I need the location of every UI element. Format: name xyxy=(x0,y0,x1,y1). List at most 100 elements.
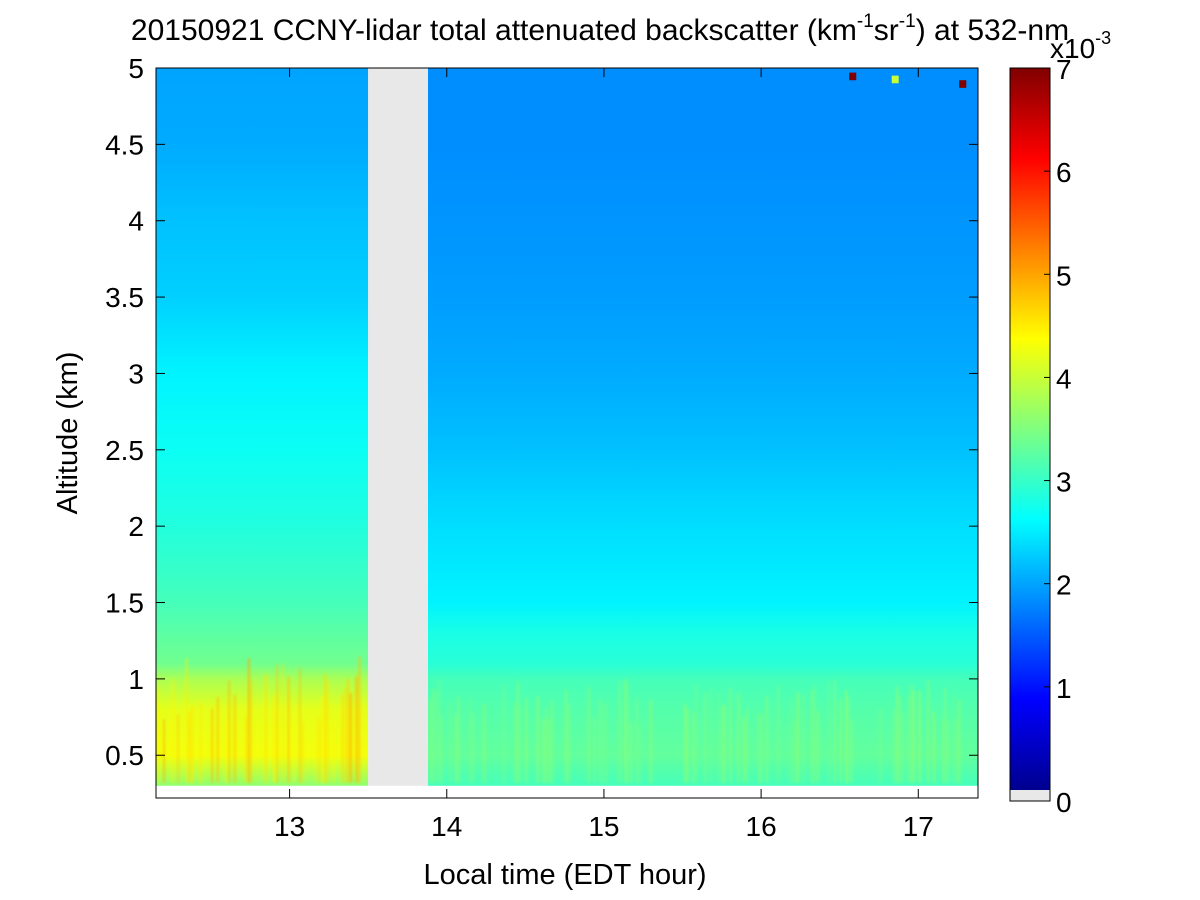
aerosol-streak xyxy=(947,720,950,783)
x-tick-label: 17 xyxy=(903,811,934,842)
colorbar-exponent-label: x10-3 xyxy=(1050,28,1111,64)
aerosol-streak xyxy=(483,703,486,783)
aerosol-streak xyxy=(955,719,958,783)
aerosol-streak xyxy=(298,667,301,783)
aerosol-streak xyxy=(692,712,695,783)
aerosol-streak xyxy=(791,696,794,783)
aerosol-streak xyxy=(281,663,284,783)
aerosol-streak xyxy=(233,694,236,783)
y-tick-label: 1.5 xyxy=(105,588,144,619)
aerosol-streak xyxy=(814,683,817,783)
colorbar-frame xyxy=(1009,67,1051,802)
aerosol-streak xyxy=(550,700,553,783)
aerosol-streak xyxy=(944,687,947,783)
aerosol-streak xyxy=(941,718,944,783)
aerosol-streak xyxy=(264,674,267,783)
aerosol-streak xyxy=(760,713,763,783)
aerosol-streak xyxy=(514,702,517,783)
x-axis-ticks: 13 14 15 16 17 xyxy=(274,68,934,842)
aerosol-streak xyxy=(811,689,814,783)
y-axis-ticks: 0.5 1 1.5 2 2.5 3 3.5 4 4.5 5 xyxy=(105,53,978,771)
heatmap-segment-after-gap xyxy=(427,68,978,786)
aerosol-streak xyxy=(177,713,180,783)
x-axis-title: Local time (EDT hour) xyxy=(423,859,706,891)
aerosol-streak xyxy=(833,679,836,783)
aerosol-streak xyxy=(454,714,457,783)
aerosol-streak xyxy=(327,680,330,783)
aerosol-streak xyxy=(845,690,848,783)
y-tick-label: 2.5 xyxy=(105,435,144,466)
x-tick-label: 16 xyxy=(746,811,777,842)
aerosol-streak xyxy=(630,721,633,783)
aerosol-streak xyxy=(163,719,166,783)
high-backscatter-features xyxy=(849,72,967,88)
aerosol-streak xyxy=(449,701,452,783)
aerosol-streak xyxy=(358,656,361,783)
colorbar-tick-label: 5 xyxy=(1056,260,1072,291)
x-tick-label: 14 xyxy=(431,811,462,842)
title-text: 20150921 CCNY-lidar total attenuated bac… xyxy=(130,14,857,47)
high-backscatter-feature xyxy=(959,80,967,88)
aerosol-streak xyxy=(429,699,432,783)
aerosol-streak xyxy=(545,709,548,783)
y-tick-label: 4 xyxy=(128,206,144,237)
aerosol-streak xyxy=(686,708,689,783)
aerosol-streak xyxy=(709,690,712,783)
aerosol-streak xyxy=(695,685,698,783)
aerosol-streak xyxy=(321,696,324,783)
aerosol-streak xyxy=(287,676,290,783)
aerosol-streak xyxy=(315,715,318,783)
y-axis-title: Altitude (km) xyxy=(52,352,84,515)
aerosol-streak xyxy=(525,697,528,783)
colorbar-exponent-base: x10 xyxy=(1050,33,1095,64)
aerosol-streak xyxy=(301,721,304,783)
aerosol-streak xyxy=(703,692,706,783)
aerosol-streak xyxy=(839,699,842,783)
aerosol-streak xyxy=(794,720,797,783)
aerosol-streak xyxy=(318,718,321,783)
aerosol-streak xyxy=(720,704,723,783)
aerosol-streak xyxy=(276,664,279,783)
aerosol-streak xyxy=(225,718,228,783)
aerosol-streak xyxy=(157,686,160,783)
colorbar-ticks: 0 1 2 3 4 5 6 7 xyxy=(1044,54,1072,818)
aerosol-streak xyxy=(188,711,191,783)
aerosol-streak xyxy=(593,717,596,783)
aerosol-streak xyxy=(349,693,352,783)
aerosol-streak xyxy=(587,687,590,783)
high-backscatter-feature xyxy=(891,75,899,84)
y-tick-label: 3 xyxy=(128,358,144,389)
colorbar-exponent-power: -3 xyxy=(1095,28,1111,48)
colorbar-tick-label: 4 xyxy=(1056,363,1072,394)
colorbar-tick-label: 6 xyxy=(1056,157,1072,188)
aerosol-streak xyxy=(565,690,568,783)
colorbar: 0 1 2 3 4 5 6 7 x10-3 xyxy=(1009,28,1111,818)
aerosol-streak xyxy=(548,719,551,783)
x-tick-label: 15 xyxy=(588,811,619,842)
aerosol-streak xyxy=(918,691,921,783)
chart-title: 20150921 CCNY-lidar total attenuated bac… xyxy=(0,12,1200,48)
aerosol-streak xyxy=(879,709,882,783)
aerosol-streak xyxy=(893,709,896,783)
data-gap xyxy=(368,68,428,786)
aerosol-streak xyxy=(599,698,602,783)
aerosol-streak xyxy=(216,697,219,783)
aerosol-streak xyxy=(355,676,358,783)
x-tick-label: 13 xyxy=(274,811,305,842)
colorbar-tick-label: 3 xyxy=(1056,467,1072,498)
aerosol-streak xyxy=(432,688,435,783)
aerosol-streak xyxy=(468,698,471,783)
y-tick-label: 5 xyxy=(128,53,144,84)
aerosol-streak xyxy=(624,679,627,783)
aerosol-streak xyxy=(627,682,630,783)
aerosol-streak xyxy=(437,679,440,783)
aerosol-streak xyxy=(324,673,327,783)
aerosol-streak xyxy=(346,679,349,783)
backscatter-heatmap xyxy=(156,68,978,786)
aerosol-streak xyxy=(228,680,231,783)
colorbar-tick-label: 1 xyxy=(1056,673,1072,704)
aerosol-streak xyxy=(273,694,276,783)
colorbar-below-min xyxy=(1010,790,1050,801)
y-tick-label: 2 xyxy=(128,511,144,542)
